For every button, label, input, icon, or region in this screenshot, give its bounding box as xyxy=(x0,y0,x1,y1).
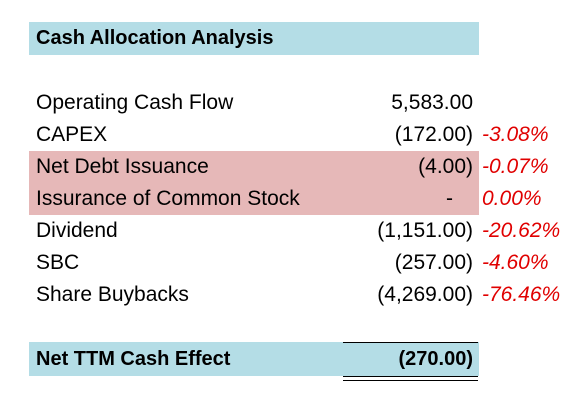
row-percent: -76.46% xyxy=(482,283,561,306)
row-share-buybacks: Share Buybacks (4,269.00) -76.46% xyxy=(0,279,587,311)
total-row: Net TTM Cash Effect (270.00) xyxy=(0,342,587,376)
total-top-border xyxy=(343,342,478,343)
row-percent: -20.62% xyxy=(482,219,561,242)
title-band xyxy=(29,22,479,55)
row-net-debt-issuance: Net Debt Issuance (4.00) -0.07% xyxy=(0,151,587,183)
total-band xyxy=(29,342,479,376)
row-label: Share Buybacks xyxy=(36,283,189,306)
row-percent: 0.00% xyxy=(482,187,542,210)
row-label: Operating Cash Flow xyxy=(36,91,234,114)
row-value: (4.00) xyxy=(418,155,473,178)
row-value: (172.00) xyxy=(394,123,473,146)
row-label: Net Debt Issuance xyxy=(36,155,209,178)
sheet-title: Cash Allocation Analysis xyxy=(36,27,274,49)
total-double-underline xyxy=(343,376,478,381)
row-label: CAPEX xyxy=(36,123,108,146)
row-value: (4,269.00) xyxy=(377,283,473,306)
row-percent: -0.07% xyxy=(482,155,549,178)
row-value: 5,583.00 xyxy=(391,91,473,114)
total-label: Net TTM Cash Effect xyxy=(36,348,231,370)
row-value: (257.00) xyxy=(394,251,473,274)
row-value: (1,151.00) xyxy=(377,219,473,242)
row-label: SBC xyxy=(36,251,80,274)
row-sbc: SBC (257.00) -4.60% xyxy=(0,247,587,279)
row-label: Issurance of Common Stock xyxy=(36,187,300,210)
row-issurance-of-common-stock: Issurance of Common Stock - 0.00% xyxy=(0,183,587,215)
row-percent: -3.08% xyxy=(482,123,549,146)
row-percent: -4.60% xyxy=(482,251,549,274)
row-capex: CAPEX (172.00) -3.08% xyxy=(0,119,587,151)
row-value: - xyxy=(446,187,453,210)
row-dividend: Dividend (1,151.00) -20.62% xyxy=(0,215,587,247)
total-value: (270.00) xyxy=(398,348,474,370)
row-label: Dividend xyxy=(36,219,118,242)
row-highlight xyxy=(29,151,479,183)
row-operating-cash-flow: Operating Cash Flow 5,583.00 xyxy=(0,87,587,119)
row-highlight xyxy=(29,183,479,215)
